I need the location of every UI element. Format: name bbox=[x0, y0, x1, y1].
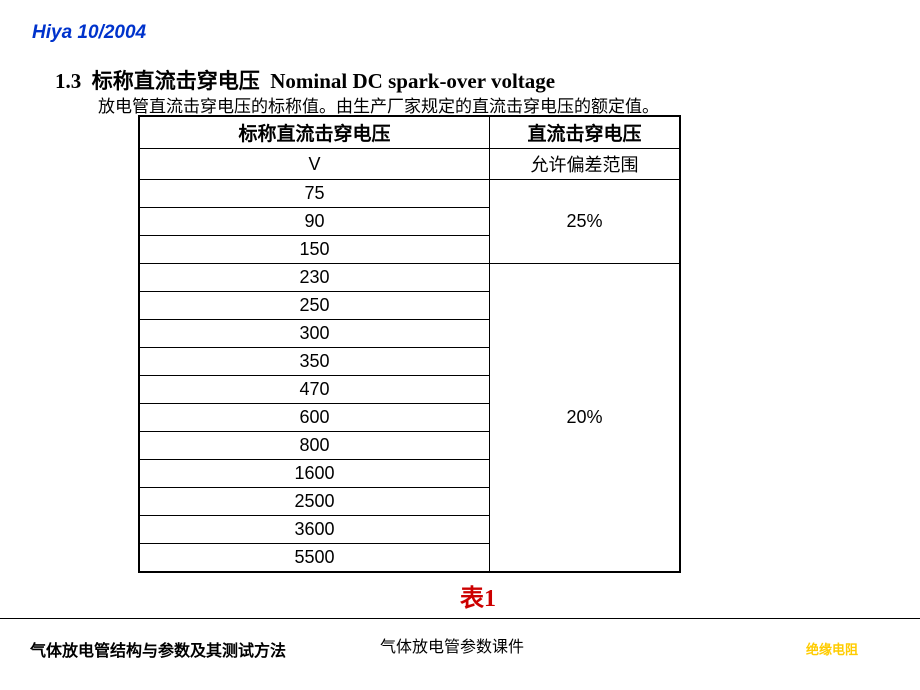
page-footer: 气体放电管结构与参数及其测试方法 气体放电管参数课件 绝缘电阻 bbox=[0, 618, 920, 658]
footer-right: 绝缘电阻 bbox=[806, 639, 858, 658]
table-cell: 600 bbox=[140, 404, 490, 432]
table-cell: 230 bbox=[140, 264, 490, 292]
table-cell: 1600 bbox=[140, 460, 490, 488]
table-tolerance-1: 25% bbox=[490, 180, 680, 264]
table-header-left: 标称直流击穿电压 bbox=[140, 117, 490, 149]
voltage-table: 标称直流击穿电压 直流击穿电压 V 允许偏差范围 75 25% 90 150 2… bbox=[138, 115, 681, 573]
section-title: 1.3 标称直流击穿电压 Nominal DC spark-over volta… bbox=[55, 65, 555, 95]
table-tolerance-2: 20% bbox=[490, 264, 680, 572]
table-cell: 470 bbox=[140, 376, 490, 404]
table-cell: 3600 bbox=[140, 516, 490, 544]
section-description: 放电管直流击穿电压的标称值。由生产厂家规定的直流击穿电压的额定值。 bbox=[98, 92, 659, 117]
table-tolerance-label: 允许偏差范围 bbox=[490, 149, 680, 180]
page-header: Hiya 10/2004 bbox=[32, 22, 146, 44]
table-cell: 300 bbox=[140, 320, 490, 348]
table-cell: 5500 bbox=[140, 544, 490, 572]
footer-left: 气体放电管结构与参数及其测试方法 bbox=[30, 637, 286, 661]
table-cell: 250 bbox=[140, 292, 490, 320]
table-header-right: 直流击穿电压 bbox=[490, 117, 680, 149]
section-number: 1.3 bbox=[55, 69, 81, 93]
section-title-en: Nominal DC spark-over voltage bbox=[270, 69, 555, 93]
table-unit: V bbox=[140, 149, 490, 180]
table-cell: 350 bbox=[140, 348, 490, 376]
footer-center: 气体放电管参数课件 bbox=[380, 633, 524, 657]
table-cell: 75 bbox=[140, 180, 490, 208]
section-title-cn: 标称直流击穿电压 bbox=[92, 69, 260, 93]
table-cell: 90 bbox=[140, 208, 490, 236]
table-caption: 表1 bbox=[460, 578, 496, 613]
table-cell: 2500 bbox=[140, 488, 490, 516]
table-cell: 150 bbox=[140, 236, 490, 264]
table-cell: 800 bbox=[140, 432, 490, 460]
